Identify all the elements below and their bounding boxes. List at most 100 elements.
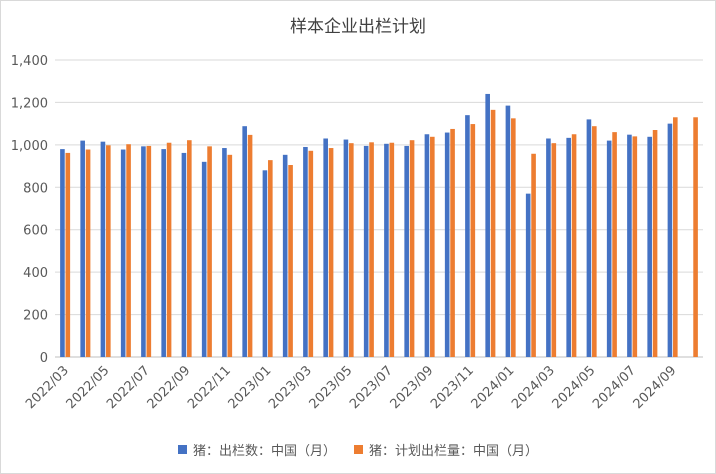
bar-series-1: [465, 115, 470, 358]
y-tick-label: 600: [23, 224, 48, 239]
x-tick-label: 2023/09: [388, 363, 437, 412]
bar-series-1: [181, 152, 187, 357]
bar-series-2: [389, 142, 395, 357]
x-tick-label: 2024/09: [631, 363, 680, 412]
bar-series-1: [343, 139, 349, 357]
bar-series-1: [262, 170, 268, 357]
bar-series-2: [247, 134, 253, 357]
gridlines: [55, 59, 703, 358]
legend-label-series-2: 猪：计划出栏量：中国（月）: [369, 444, 539, 459]
x-tick-label: 2024/07: [590, 363, 639, 412]
bar-series-2: [632, 136, 638, 357]
bar-series-1: [201, 161, 207, 357]
bar-series-2: [673, 117, 678, 358]
bar-series-2: [166, 142, 172, 357]
bar-series-2: [430, 136, 435, 357]
x-tick-label: 2022/11: [185, 363, 234, 412]
x-tick-label: 2024/03: [509, 363, 558, 412]
y-tick-label: 1,200: [11, 96, 48, 111]
bar-series-1: [161, 149, 166, 357]
bars: [60, 93, 698, 358]
bar-series-2: [85, 149, 91, 357]
bar-series-2: [450, 128, 455, 357]
legend-label-series-1: 猪：出栏数：中国（月）: [192, 444, 336, 459]
bar-series-2: [470, 124, 476, 358]
bar-series-2: [126, 144, 131, 357]
bar-series-1: [363, 145, 369, 357]
bar-series-1: [404, 145, 409, 357]
bar-series-2: [571, 134, 577, 357]
bar-series-1: [141, 146, 146, 357]
x-tick-label: 2022/09: [145, 363, 194, 412]
y-tick-label: 1,000: [11, 139, 48, 154]
x-tick-label: 2023/03: [266, 363, 315, 412]
bar-series-2: [349, 143, 354, 357]
bar-series-2: [592, 126, 597, 357]
bar-series-1: [282, 154, 288, 357]
legend-swatch-series-2: [354, 445, 363, 454]
bar-series-1: [525, 193, 531, 357]
bar-series-1: [222, 148, 227, 357]
bar-series-2: [652, 130, 658, 357]
bar-series-2: [65, 152, 71, 357]
x-tick-label: 2023/07: [347, 363, 396, 412]
bar-series-1: [667, 123, 673, 358]
bar-series-2: [288, 165, 293, 357]
bar-series-2: [551, 143, 557, 357]
bar-series-2: [308, 150, 314, 357]
bar-series-1: [566, 137, 571, 357]
y-axis-labels: 0 200 400 600 800 1,000 1,200 1,400: [11, 54, 48, 366]
bar-series-1: [242, 126, 247, 357]
bar-series-2: [207, 146, 212, 357]
bar-series-1: [120, 149, 126, 357]
bar-series-1: [444, 132, 450, 357]
legend: 猪：出栏数：中国（月） 猪：计划出栏量：中国（月）: [0, 440, 716, 459]
bar-series-2: [328, 148, 334, 357]
bar-series-2: [187, 140, 192, 357]
bar-series-2: [409, 140, 415, 357]
bar-series-1: [546, 138, 551, 357]
chart-title: 样本企业出栏计划: [290, 17, 426, 37]
bar-series-1: [100, 141, 106, 357]
bar-series-1: [424, 134, 430, 357]
x-tick-label: 2023/11: [428, 363, 477, 412]
bar-series-2: [106, 145, 111, 357]
bar-series-2: [227, 154, 233, 357]
bar-series-1: [60, 149, 65, 357]
x-tick-label: 2022/03: [23, 363, 72, 412]
legend-item-series-1: 猪：出栏数：中国（月）: [177, 440, 336, 459]
bar-series-2: [146, 145, 152, 357]
bar-series-1: [627, 134, 632, 357]
bar-series-1: [303, 146, 308, 357]
bar-series-2: [490, 109, 496, 357]
bar-series-1: [384, 143, 389, 357]
y-tick-label: 0: [40, 351, 48, 366]
bar-series-2: [531, 153, 536, 357]
bar-series-2: [511, 118, 516, 357]
bar-series-2: [612, 132, 617, 357]
y-tick-label: 400: [23, 266, 48, 281]
bar-series-1: [586, 119, 592, 358]
bar-series-1: [505, 105, 511, 357]
y-tick-label: 800: [23, 181, 48, 196]
y-tick-label: 200: [23, 309, 48, 324]
bar-series-1: [606, 140, 612, 357]
legend-swatch-series-1: [177, 445, 187, 454]
x-tick-label: 2022/05: [64, 363, 113, 412]
bar-series-2: [369, 142, 374, 357]
x-tick-label: 2022/07: [104, 363, 153, 412]
x-tick-label: 2024/01: [469, 363, 518, 412]
legend-item-series-2: 猪：计划出栏量：中国（月）: [354, 440, 538, 459]
bar-series-2: [268, 160, 273, 357]
bar-series-1: [485, 93, 490, 357]
x-tick-label: 2024/05: [550, 363, 599, 412]
x-axis-labels: 2022/032022/052022/072022/092022/112023/…: [23, 363, 679, 412]
bar-series-2: [693, 117, 698, 358]
bar-series-1: [323, 138, 328, 357]
x-tick-label: 2023/01: [226, 363, 275, 412]
x-tick-label: 2023/05: [307, 363, 356, 412]
y-tick-label: 1,400: [11, 54, 48, 69]
bar-series-1: [80, 140, 85, 357]
